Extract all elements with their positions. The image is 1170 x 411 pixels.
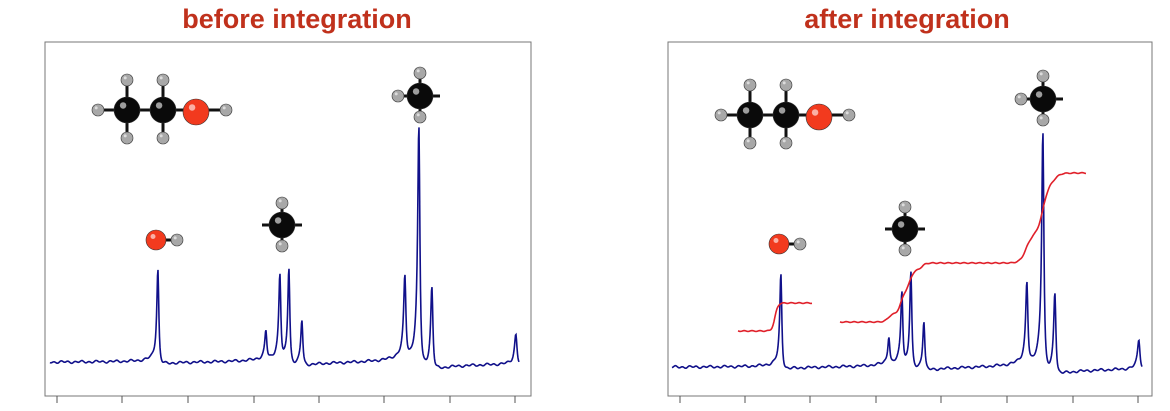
atom-highlight xyxy=(274,217,282,224)
atom-highlight xyxy=(1039,72,1043,76)
atom-highlight xyxy=(845,111,849,115)
atom xyxy=(406,82,434,110)
atom xyxy=(275,196,289,210)
atom-highlight xyxy=(1017,95,1021,99)
atom xyxy=(149,96,177,124)
atom xyxy=(413,110,427,124)
atom xyxy=(1014,92,1028,106)
panel-title: before integration xyxy=(182,4,412,34)
atom-highlight xyxy=(746,139,750,143)
atom-highlight xyxy=(1035,91,1043,98)
atom-highlight xyxy=(746,81,750,85)
atom xyxy=(898,243,912,257)
atom xyxy=(736,101,764,129)
atom-highlight xyxy=(742,107,750,114)
atom-highlight xyxy=(416,69,420,73)
atom xyxy=(714,108,728,122)
atom xyxy=(170,233,184,247)
atom-highlight xyxy=(123,134,127,138)
atom-highlight xyxy=(119,102,127,109)
plot-frame xyxy=(667,41,1153,397)
atom xyxy=(805,103,833,131)
integral-curve xyxy=(737,301,813,333)
atom-highlight xyxy=(412,88,420,95)
atom-highlight xyxy=(897,221,905,228)
atom xyxy=(1036,113,1050,127)
atom-highlight xyxy=(796,240,800,244)
atom-highlight xyxy=(173,236,177,240)
atom-highlight xyxy=(782,139,786,143)
atom-highlight xyxy=(278,199,282,203)
atom xyxy=(779,78,793,92)
atom xyxy=(413,66,427,80)
axis-ticks xyxy=(56,396,1139,403)
atom-highlight xyxy=(150,234,156,239)
atom-highlight xyxy=(1039,116,1043,120)
plot-frame xyxy=(44,41,532,397)
atom xyxy=(145,229,167,251)
atom-highlight xyxy=(159,76,163,80)
atom xyxy=(1036,69,1050,83)
atom xyxy=(91,103,105,117)
atom xyxy=(120,131,134,145)
atom-highlight xyxy=(416,113,420,117)
atom-highlight xyxy=(782,81,786,85)
atom xyxy=(219,103,233,117)
atom-highlight xyxy=(123,76,127,80)
atom-highlight xyxy=(278,242,282,246)
atom-highlight xyxy=(901,203,905,207)
atom xyxy=(743,136,757,150)
atom-highlight xyxy=(394,92,398,96)
atom-highlight xyxy=(901,246,905,250)
atom xyxy=(156,131,170,145)
integral-curve xyxy=(839,171,1087,324)
atom-highlight xyxy=(159,134,163,138)
atom xyxy=(898,200,912,214)
atom-highlight xyxy=(811,109,819,116)
atom xyxy=(120,73,134,87)
spectra xyxy=(49,66,1143,374)
atom-highlight xyxy=(94,106,98,110)
atom xyxy=(772,101,800,129)
atom xyxy=(779,136,793,150)
atom xyxy=(891,215,919,243)
atom xyxy=(743,78,757,92)
atom-highlight xyxy=(717,111,721,115)
atom-highlight xyxy=(778,107,786,114)
nmr-spectrum xyxy=(49,127,520,370)
atom-highlight xyxy=(155,102,163,109)
atom xyxy=(793,237,807,251)
atom-highlight xyxy=(773,238,779,243)
atom-highlight xyxy=(222,106,226,110)
atom xyxy=(275,239,289,253)
atom xyxy=(842,108,856,122)
nmr-spectrum xyxy=(671,133,1143,374)
atom xyxy=(268,211,296,239)
atom-highlight xyxy=(188,104,196,111)
atom xyxy=(391,89,405,103)
atom xyxy=(1029,85,1057,113)
atom xyxy=(113,96,141,124)
atom xyxy=(156,73,170,87)
atom xyxy=(182,98,210,126)
atom xyxy=(768,233,790,255)
panel-title: after integration xyxy=(804,4,1010,34)
